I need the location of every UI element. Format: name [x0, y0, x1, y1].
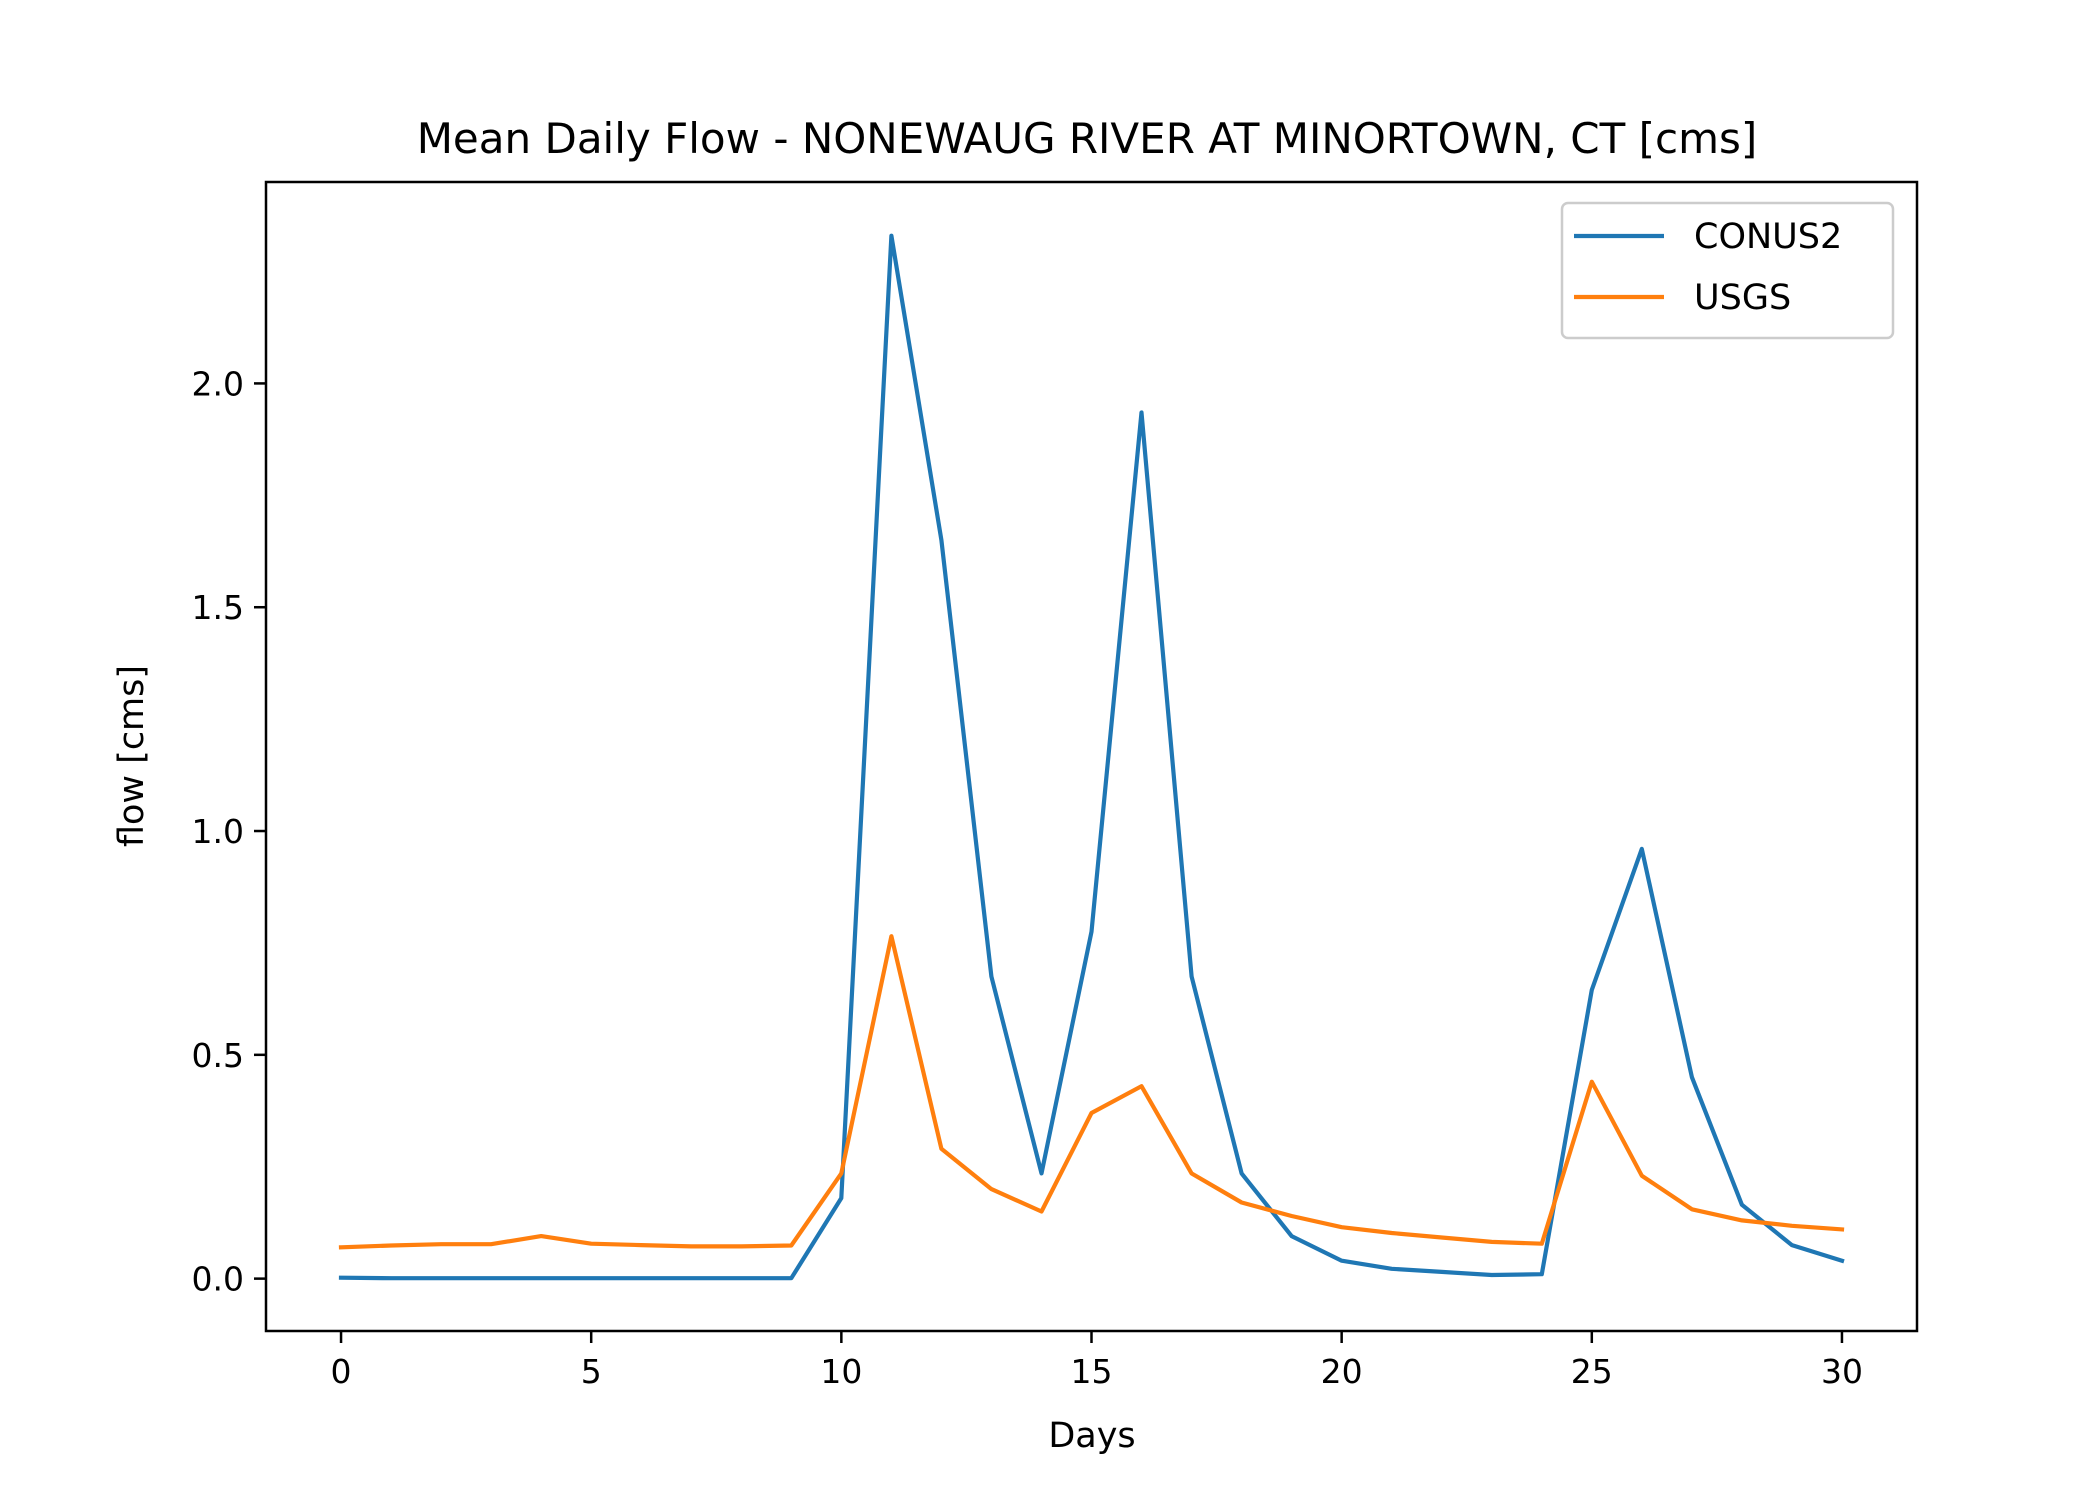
y-tick-label: 1.0	[192, 812, 244, 851]
y-tick-label: 0.0	[192, 1260, 244, 1299]
x-tick-label: 15	[1071, 1352, 1113, 1391]
legend-label-conus2: CONUS2	[1694, 217, 1842, 257]
x-axis-label: Days	[1048, 1416, 1135, 1456]
y-tick-label: 1.5	[192, 588, 244, 627]
series-line-usgs	[338, 934, 1845, 1250]
y-axis: 0.0 0.5 1.0 1.5 2.0	[192, 364, 266, 1299]
chart-title: Mean Daily Flow - NONEWAUG RIVER AT MINO…	[417, 114, 1758, 163]
y-tick-label: 0.5	[192, 1036, 244, 1075]
y-tick-label: 2.0	[192, 364, 244, 403]
series-line-conus2	[338, 233, 1845, 1281]
x-tick-label: 20	[1321, 1352, 1363, 1391]
x-tick-label: 30	[1821, 1352, 1863, 1391]
x-tick-label: 10	[820, 1352, 862, 1391]
x-tick-label: 0	[331, 1352, 352, 1391]
x-axis: 0 5 10 15 20 25 30	[331, 1331, 1863, 1391]
legend: CONUS2 USGS	[1560, 201, 1895, 340]
x-tick-label: 25	[1571, 1352, 1613, 1391]
plot-lines	[338, 233, 1845, 1281]
y-axis-label: flow [cms]	[112, 665, 152, 847]
x-tick-label: 5	[581, 1352, 602, 1391]
legend-label-usgs: USGS	[1694, 278, 1791, 318]
